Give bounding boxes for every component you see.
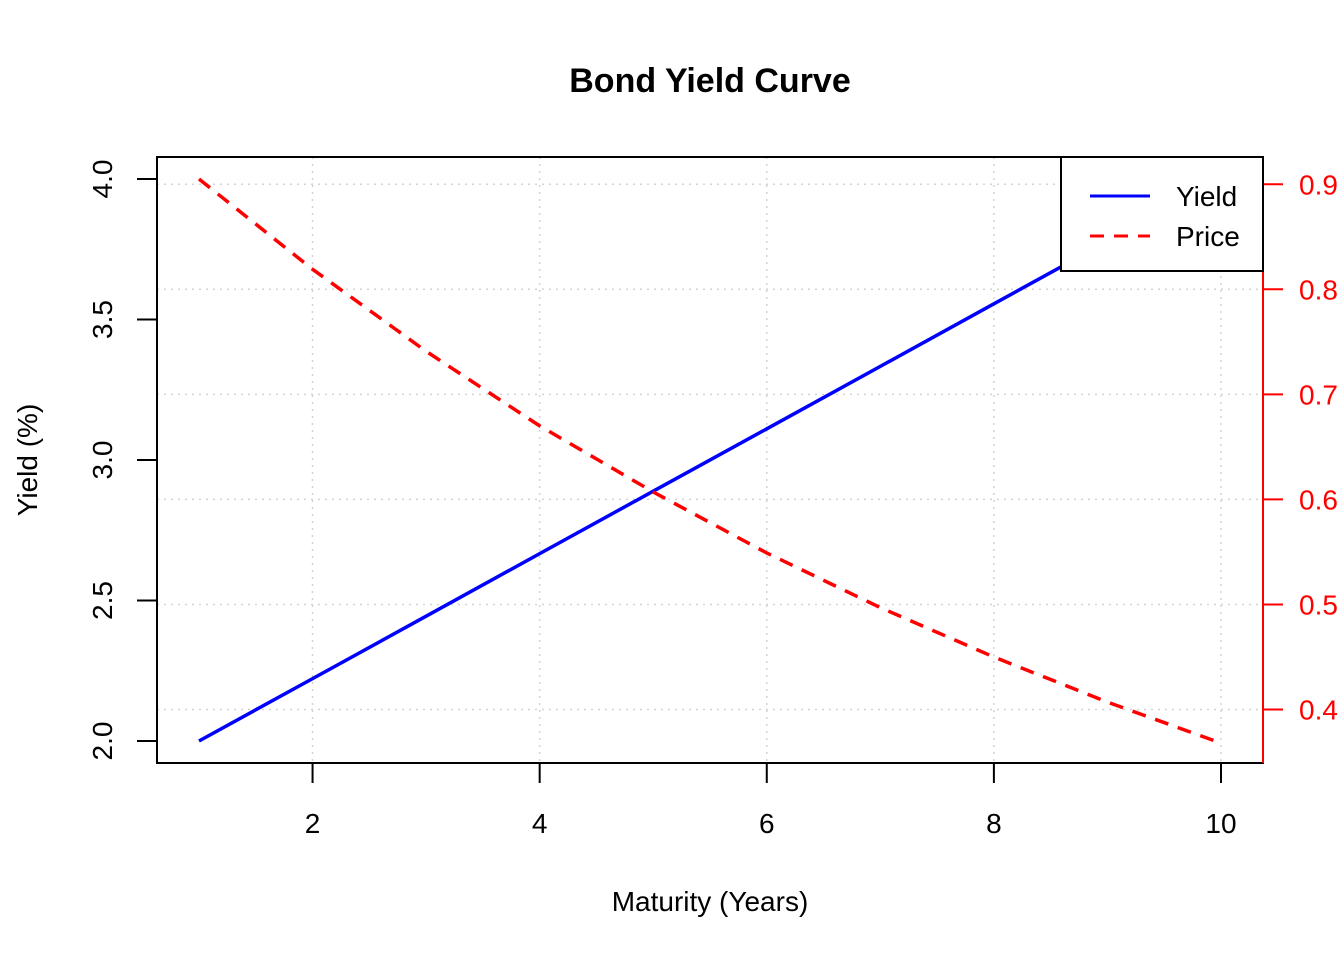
y2-tick-label-0.8: 0.8 (1299, 274, 1338, 305)
y-tick-label-2.0: 2.0 (87, 722, 118, 761)
series-line-price (197, 177, 1222, 745)
grid (157, 157, 1263, 763)
y2-tick-label-0.4: 0.4 (1299, 694, 1338, 725)
legend-box (1060, 156, 1264, 272)
right-y-axis: 0.4 0.5 0.6 0.7 0.8 0.9 (1262, 157, 1338, 763)
legend-label-yield: Yield (1176, 181, 1237, 212)
x-tick-label-8: 8 (986, 808, 1002, 839)
y2-tick-label-0.6: 0.6 (1299, 484, 1338, 515)
left-y-axis: 2.0 2.5 3.0 3.5 4.0 (87, 160, 158, 761)
y-tick-label-2.5: 2.5 (87, 581, 118, 620)
series-line-yield (198, 177, 1222, 743)
y-tick-label-3.5: 3.5 (87, 300, 118, 339)
y-axis-title: Yield (%) (12, 404, 43, 517)
legend-label-price: Price (1176, 221, 1240, 252)
y-tick-label-4.0: 4.0 (87, 160, 118, 199)
legend: Yield Price (1060, 156, 1264, 272)
y2-tick-label-0.9: 0.9 (1299, 169, 1338, 200)
x-axis-title: Maturity (Years) (612, 886, 809, 917)
x-tick-label-10: 10 (1205, 808, 1236, 839)
chart-title: Bond Yield Curve (569, 62, 851, 100)
x-tick-label-6: 6 (759, 808, 775, 839)
x-axis: 2 4 6 8 10 (305, 762, 1237, 839)
y-tick-label-3.0: 3.0 (87, 441, 118, 480)
x-tick-label-4: 4 (532, 808, 548, 839)
x-tick-label-2: 2 (305, 808, 321, 839)
series-layer (197, 177, 1222, 745)
y2-tick-label-0.7: 0.7 (1299, 379, 1338, 410)
y2-tick-label-0.5: 0.5 (1299, 589, 1338, 620)
